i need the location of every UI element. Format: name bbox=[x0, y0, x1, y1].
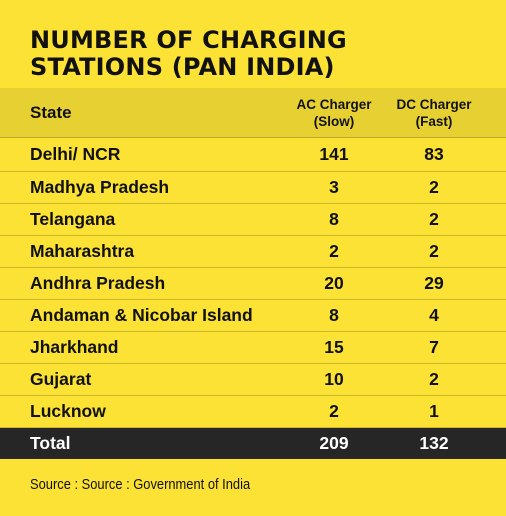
total-label: Total bbox=[30, 433, 71, 453]
header-ac-line1: AC Charger bbox=[296, 96, 372, 112]
header-state: State bbox=[30, 102, 72, 122]
header-dc-charger: DC Charger (Fast) bbox=[384, 88, 484, 137]
state-cell: Maharashtra bbox=[30, 241, 135, 261]
ac-cell: 10 bbox=[324, 369, 344, 389]
ac-cell: 141 bbox=[319, 144, 349, 164]
title-line-1: NUMBER OF CHARGING bbox=[30, 26, 347, 54]
table-row: Andaman & Nicobar Island 8 4 bbox=[0, 300, 506, 332]
ac-cell: 2 bbox=[329, 241, 339, 261]
table-row: Delhi/ NCR 141 83 bbox=[0, 138, 506, 172]
state-cell: Lucknow bbox=[30, 401, 106, 421]
dc-cell: 1 bbox=[429, 401, 439, 421]
ac-cell: 3 bbox=[329, 177, 339, 197]
title-line-2: STATIONS (PAN INDIA) bbox=[30, 53, 335, 81]
dc-cell: 7 bbox=[429, 337, 439, 357]
charging-stations-table: State AC Charger (Slow) DC Charger (Fast… bbox=[0, 88, 506, 459]
state-cell: Andaman & Nicobar Island bbox=[30, 305, 253, 325]
dc-cell: 29 bbox=[424, 273, 444, 293]
header-dc-line2: (Fast) bbox=[415, 113, 453, 129]
state-cell: Telangana bbox=[30, 209, 116, 229]
dc-cell: 2 bbox=[429, 209, 439, 229]
header-dc-line1: DC Charger bbox=[396, 96, 472, 112]
dc-cell: 2 bbox=[429, 241, 439, 261]
table-row: Telangana 8 2 bbox=[0, 204, 506, 236]
state-cell: Jharkhand bbox=[30, 337, 119, 357]
header-ac-line2: (Slow) bbox=[313, 113, 355, 129]
table-row: Maharashtra 2 2 bbox=[0, 236, 506, 268]
ac-cell: 20 bbox=[324, 273, 344, 293]
table-row: Gujarat 10 2 bbox=[0, 364, 506, 396]
source-note: Source : Source : Government of India bbox=[30, 476, 251, 493]
table-total-row: Total 209 132 bbox=[0, 428, 506, 459]
state-cell: Gujarat bbox=[30, 369, 92, 389]
dc-cell: 4 bbox=[429, 305, 439, 325]
table-row: Andhra Pradesh 20 29 bbox=[0, 268, 506, 300]
table-row: Madhya Pradesh 3 2 bbox=[0, 172, 506, 204]
table-header-row: State AC Charger (Slow) DC Charger (Fast… bbox=[0, 88, 506, 138]
dc-cell: 2 bbox=[429, 177, 439, 197]
table-row: Jharkhand 15 7 bbox=[0, 332, 506, 364]
state-cell: Andhra Pradesh bbox=[30, 273, 166, 293]
state-cell: Delhi/ NCR bbox=[30, 144, 121, 164]
infographic-title: NUMBER OF CHARGING STATIONS (PAN INDIA) bbox=[30, 27, 490, 81]
total-dc: 132 bbox=[419, 433, 449, 453]
ac-cell: 15 bbox=[324, 337, 344, 357]
total-ac: 209 bbox=[319, 433, 349, 453]
header-ac-charger: AC Charger (Slow) bbox=[284, 88, 384, 137]
ac-cell: 8 bbox=[329, 209, 339, 229]
state-cell: Madhya Pradesh bbox=[30, 177, 170, 197]
dc-cell: 2 bbox=[429, 369, 439, 389]
ac-cell: 8 bbox=[329, 305, 339, 325]
dc-cell: 83 bbox=[424, 144, 444, 164]
ac-cell: 2 bbox=[329, 401, 339, 421]
table-row: Lucknow 2 1 bbox=[0, 396, 506, 428]
